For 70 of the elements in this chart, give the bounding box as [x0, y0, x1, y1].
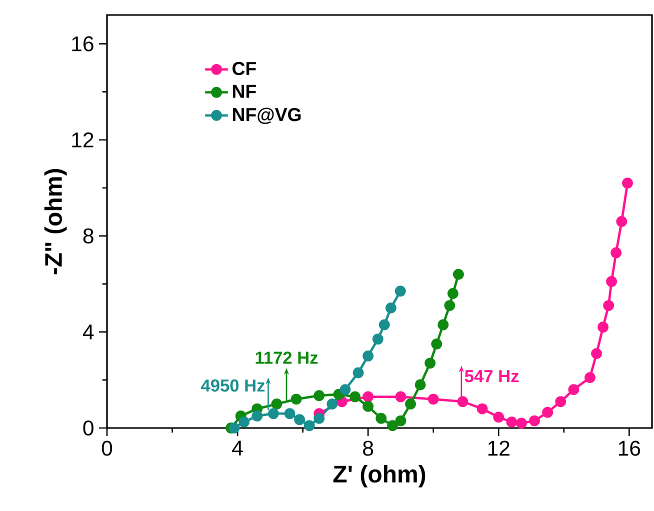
point: [584, 372, 596, 384]
point: [340, 384, 351, 396]
point: [304, 420, 315, 432]
point: [616, 216, 628, 227]
annotation: 1172 Hz: [256, 352, 318, 364]
annotation: 4950 Hz: [201, 379, 265, 392]
y-tick-label: 12: [72, 132, 94, 148]
point: [431, 338, 442, 350]
point: [350, 391, 360, 402]
y-axis-title: -Z" (ohm): [44, 169, 67, 274]
point: [238, 416, 250, 428]
point: [606, 276, 617, 287]
legend-label: NF: [233, 84, 256, 98]
point: [493, 412, 504, 423]
x-tick-label: 8: [363, 440, 374, 456]
legend-label: NF@VG: [233, 108, 301, 124]
point: [598, 322, 609, 333]
point: [284, 408, 296, 420]
point: [314, 412, 325, 424]
point: [271, 398, 282, 410]
point: [372, 334, 384, 345]
point: [362, 400, 374, 412]
point: [610, 247, 622, 258]
point: [228, 422, 240, 434]
annotation: 547 Hz: [464, 370, 519, 382]
point: [405, 398, 416, 410]
point: [424, 358, 436, 369]
legend-label: CF: [232, 62, 256, 76]
x-axis-title: Z' (ohm): [333, 464, 426, 488]
point: [387, 420, 398, 432]
point: [453, 268, 464, 280]
y-tick-label: 0: [83, 420, 94, 436]
y-tick-label: 8: [83, 228, 94, 244]
point: [268, 408, 279, 420]
point: [603, 300, 614, 311]
x-tick-label: 4: [232, 440, 243, 456]
point: [438, 319, 449, 330]
point: [506, 416, 518, 428]
point: [395, 415, 406, 426]
point: [622, 178, 633, 189]
y-tick-label: 4: [82, 324, 94, 340]
point: [542, 406, 554, 418]
point: [290, 394, 302, 405]
point: [591, 348, 602, 360]
point: [428, 394, 439, 405]
point: [457, 396, 468, 408]
point: [376, 412, 387, 424]
point: [414, 379, 426, 390]
point: [352, 367, 364, 378]
point: [378, 319, 390, 330]
point: [444, 300, 456, 311]
point: [395, 391, 406, 402]
point: [362, 391, 374, 402]
y-tick-label: 16: [72, 36, 94, 52]
point: [555, 396, 566, 408]
point: [294, 414, 306, 426]
point: [447, 288, 458, 299]
point: [314, 390, 325, 402]
point: [326, 398, 338, 410]
point: [385, 302, 396, 314]
point: [394, 286, 406, 297]
point: [252, 410, 263, 422]
point: [362, 350, 374, 362]
x-tick-label: 12: [488, 440, 510, 456]
x-tick-label: 16: [618, 440, 640, 456]
point: [529, 415, 540, 426]
point: [568, 384, 580, 396]
point: [476, 403, 488, 414]
x-tick-label: 0: [102, 440, 112, 456]
point: [516, 418, 527, 429]
